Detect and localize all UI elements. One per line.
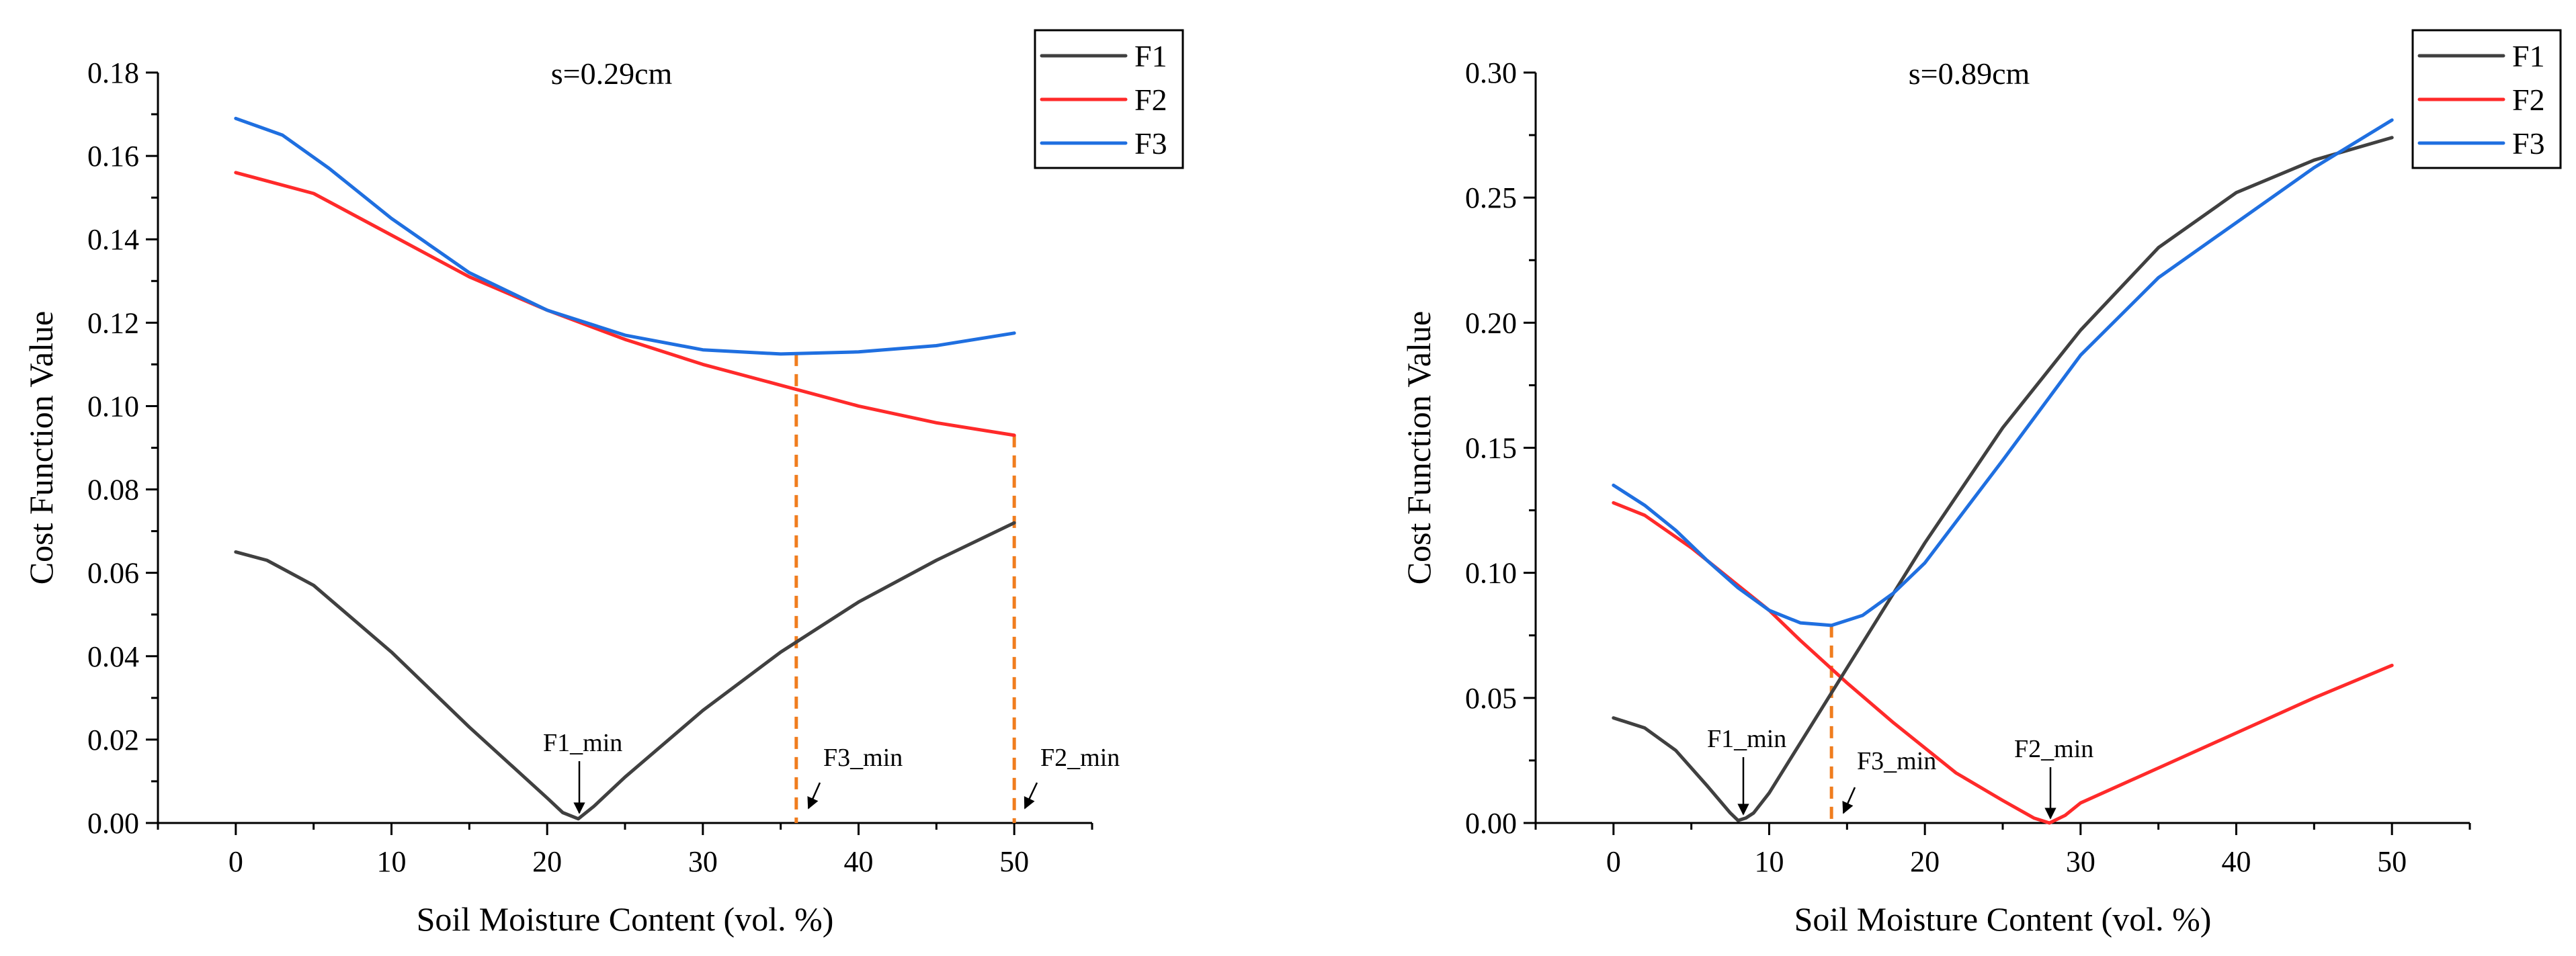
x-tick-label: 0 [1606, 845, 1621, 878]
x-tick-label: 20 [1910, 845, 1940, 878]
legend-label-f1: F1 [1134, 39, 1167, 73]
legend-label-f3: F3 [2512, 126, 2545, 161]
right-chart-panel: 0 10 20 30 40 50 0.00 0.05 0.10 0.15 0.20 0.25 0.30 S… [1400, 29, 2562, 938]
legend-label-f1: F1 [2512, 39, 2545, 73]
x-tick-label: 50 [2377, 845, 2407, 878]
series-line-f1 [234, 521, 1016, 821]
annotation-arrow [1842, 787, 1856, 814]
series-line-f1 [1612, 136, 2394, 822]
y-tick-label: 0.20 [1465, 306, 1517, 339]
legend-label-f2: F2 [2512, 83, 2545, 117]
y-tick-label: 0.30 [1465, 56, 1517, 89]
x-tick-label: 0 [228, 845, 243, 878]
y-tick-label: 0.10 [1465, 557, 1517, 590]
y-axis-title: Cost Function Value [22, 311, 60, 584]
x-tick-label: 40 [844, 845, 874, 878]
y-tick-label: 0.16 [87, 140, 139, 173]
legend: F1 F2 F3 [2411, 29, 2562, 169]
annotation-f2-min: F2_min [2014, 735, 2093, 763]
series-line-f2 [234, 171, 1016, 437]
x-tick-label: 10 [377, 845, 407, 878]
annotation-f1-min: F1_min [543, 729, 622, 757]
legend-label-f2: F2 [1134, 83, 1167, 117]
y-tick-label: 0.14 [87, 223, 139, 256]
y-tick-label: 0.10 [87, 390, 139, 423]
y-tick-label: 0.06 [87, 557, 139, 590]
y-tick-label: 0.25 [1465, 181, 1517, 214]
x-tick-label: 50 [999, 845, 1029, 878]
y-tick-label: 0.00 [87, 807, 139, 840]
chart-title: s=0.89cm [1909, 56, 2030, 91]
series-line-f3 [1612, 118, 2394, 627]
x-axis-title: Soil Moisture Content (vol. %) [417, 900, 834, 938]
y-tick-label: 0.05 [1465, 682, 1517, 715]
x-tick-label: 10 [1755, 845, 1784, 878]
x-tick-label: 30 [688, 845, 718, 878]
annotation-f2-min: F2_min [1040, 744, 1120, 772]
annotation-f3-min: F3_min [1857, 747, 1936, 775]
y-tick-label: 0.00 [1465, 807, 1517, 840]
y-tick-label: 0.04 [87, 640, 139, 673]
x-axis-title: Soil Moisture Content (vol. %) [1794, 900, 2212, 938]
left-chart-panel: 0 10 20 30 40 50 0.00 0.02 0.04 0.06 0.08 0.10 0.12 0… [22, 29, 1184, 938]
x-tick-label: 40 [2222, 845, 2251, 878]
legend-label-f3: F3 [1134, 126, 1167, 161]
y-tick-label: 0.02 [87, 724, 139, 756]
annotation-f1-min: F1_min [1707, 725, 1786, 753]
y-tick-label: 0.18 [87, 56, 139, 89]
annotation-arrow [807, 782, 821, 810]
x-tick-label: 30 [2066, 845, 2095, 878]
y-tick-label: 0.08 [87, 474, 139, 507]
x-tick-label: 20 [532, 845, 562, 878]
annotation-arrow [1024, 782, 1038, 810]
y-tick-label: 0.12 [87, 306, 139, 339]
annotation-f3-min: F3_min [823, 744, 903, 772]
y-axis-title: Cost Function Value [1400, 311, 1438, 584]
y-tick-label: 0.15 [1465, 432, 1517, 465]
legend: F1 F2 F3 [1034, 29, 1184, 169]
series-line-f3 [234, 116, 1016, 356]
series-line-f2 [1612, 501, 2394, 825]
chart-title: s=0.29cm [551, 56, 673, 91]
